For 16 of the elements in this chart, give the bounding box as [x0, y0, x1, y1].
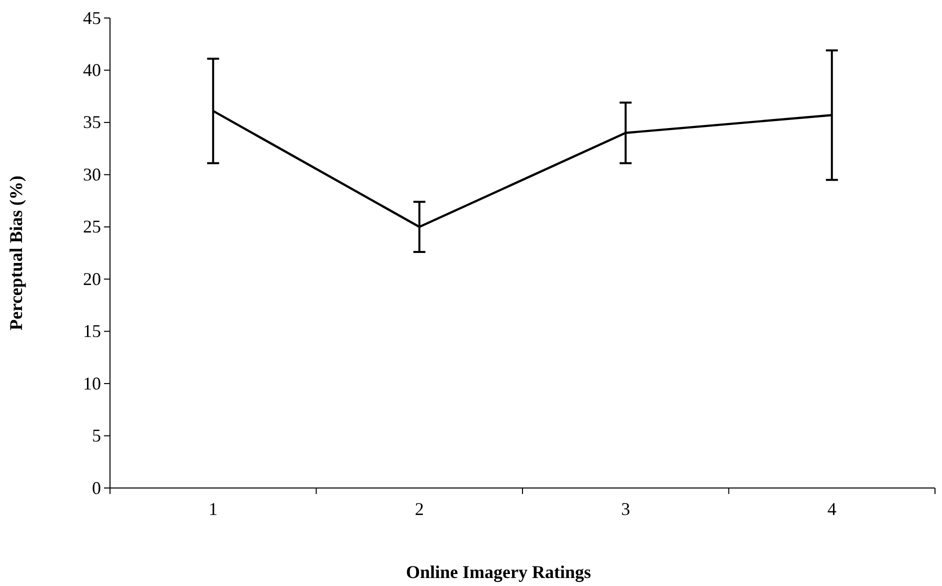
- x-axis-title: Online Imagery Ratings: [406, 562, 592, 582]
- y-tick-label: 0: [92, 478, 101, 498]
- y-tick-label: 20: [83, 268, 101, 289]
- x-tick-label: 3: [621, 498, 630, 519]
- y-tick-label: 45: [83, 8, 101, 28]
- y-axis-title: Perceptual Bias (%): [6, 176, 26, 330]
- x-tick-label: 4: [827, 498, 836, 519]
- y-tick-label: 40: [83, 60, 101, 80]
- y-tick-label: 15: [83, 321, 101, 342]
- y-tick-label: 35: [83, 112, 101, 132]
- y-tick-label: 5: [92, 426, 101, 446]
- y-tick-label: 10: [83, 373, 101, 394]
- y-tick-label: 30: [83, 164, 101, 184]
- x-tick-label: 2: [414, 498, 424, 519]
- x-tick-label: 1: [208, 498, 218, 519]
- y-tick-label: 25: [83, 216, 101, 237]
